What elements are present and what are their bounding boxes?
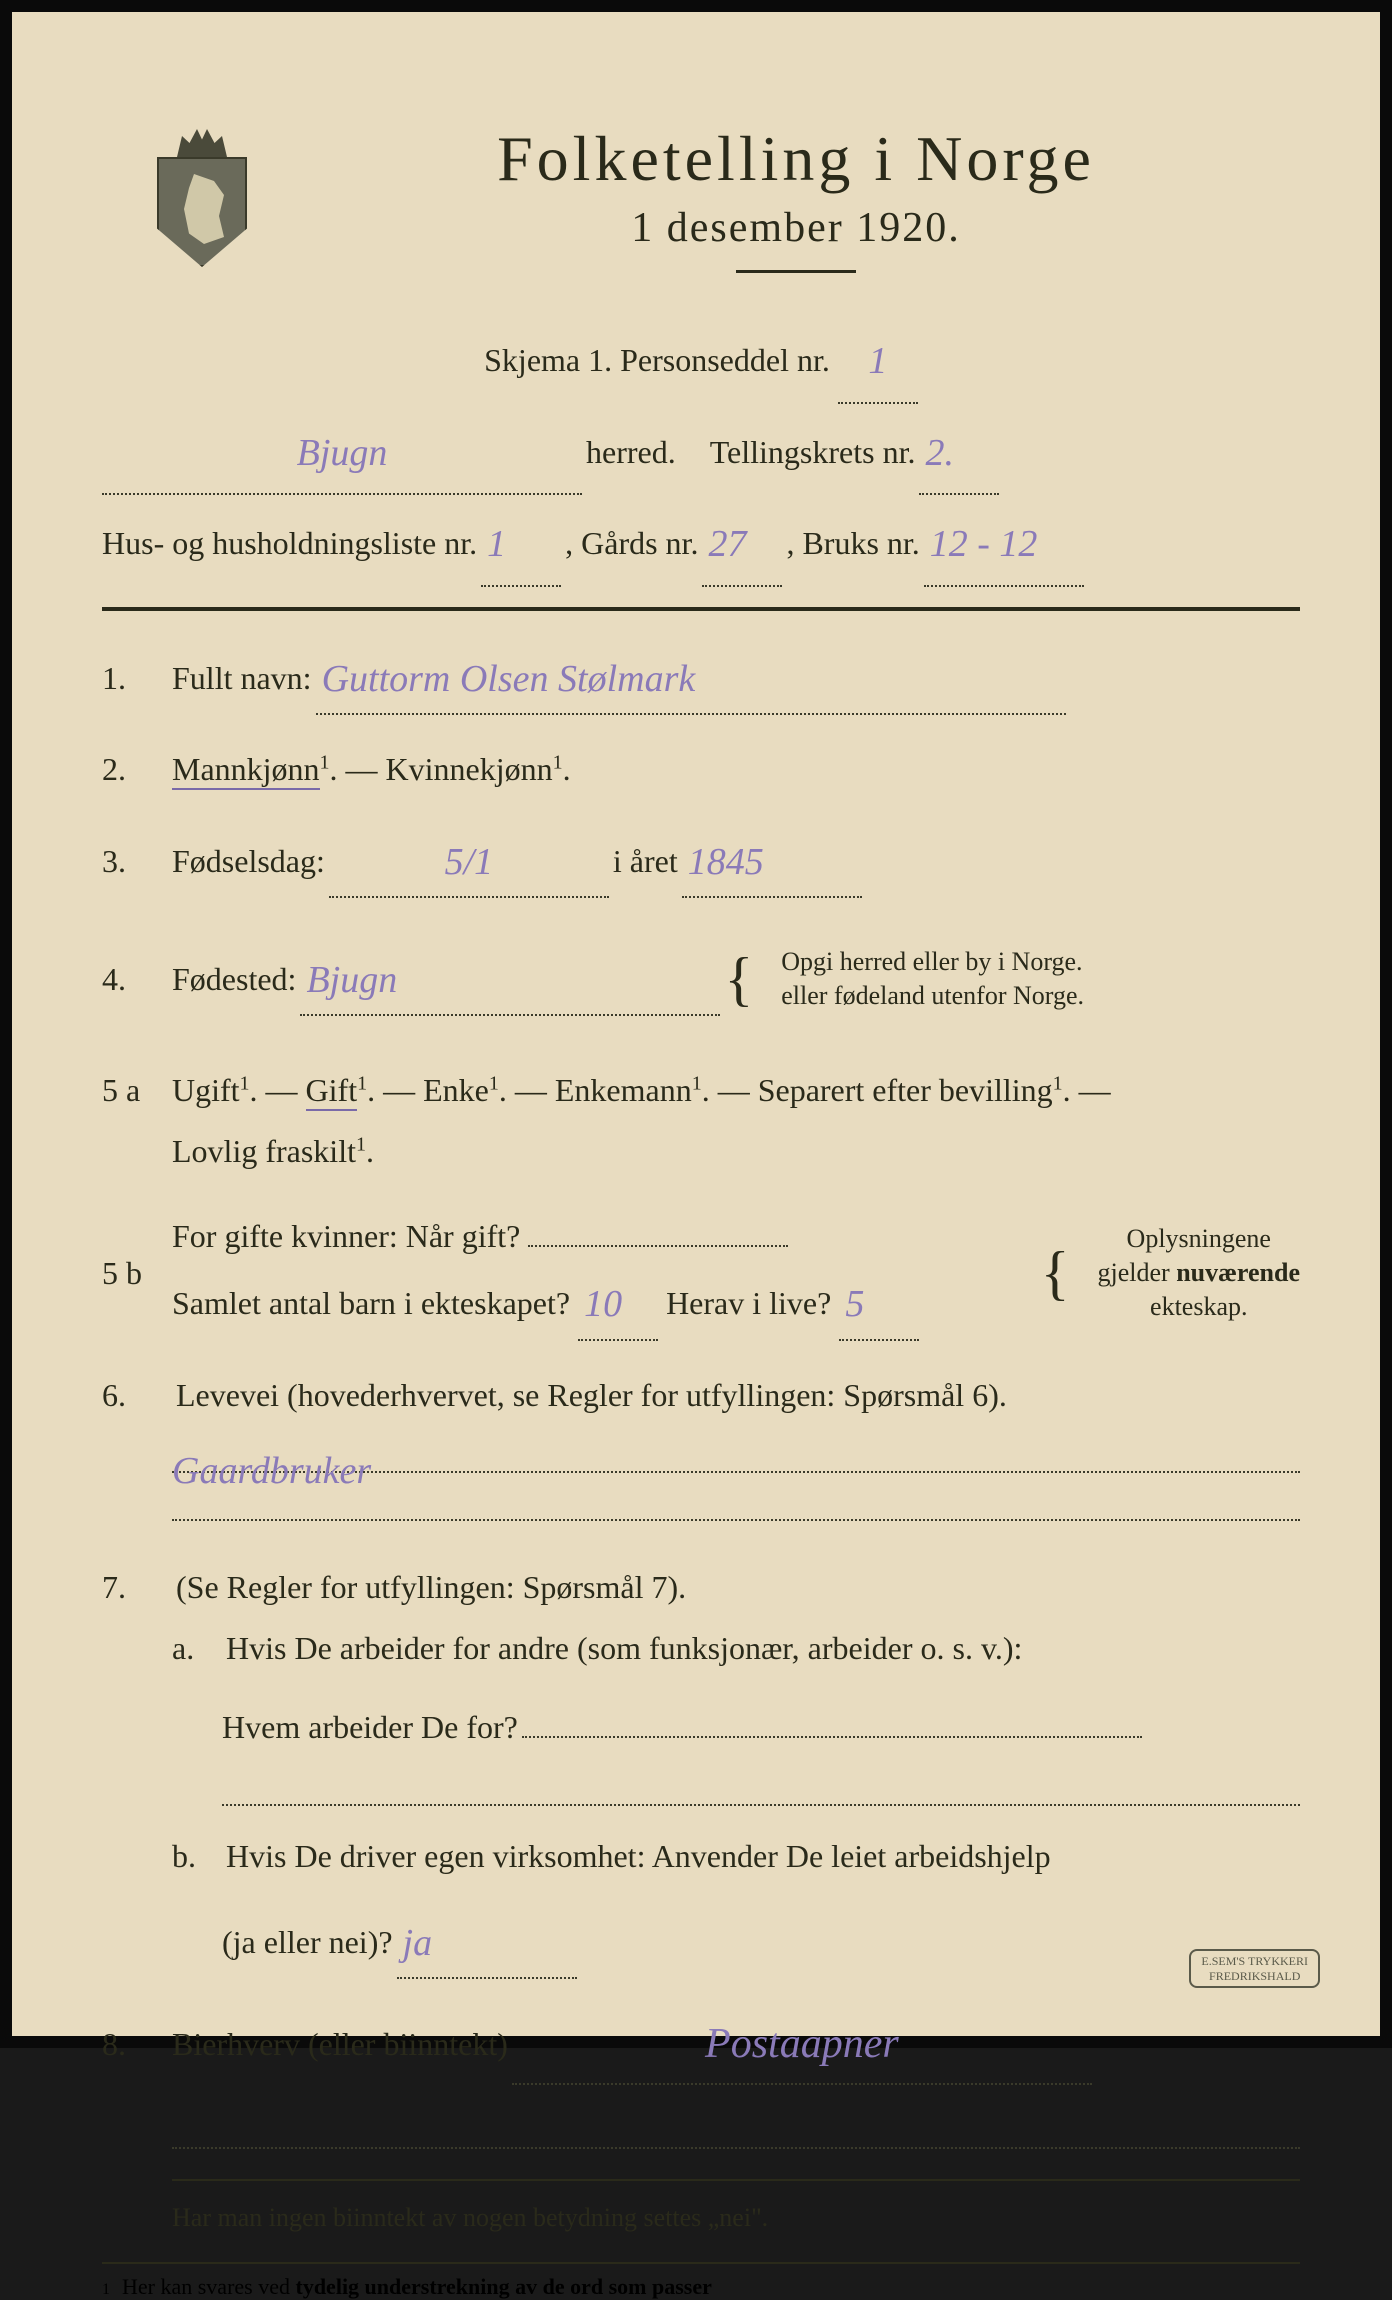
q3-year-label: i året bbox=[613, 831, 678, 892]
personseddel-nr: 1 bbox=[868, 340, 887, 382]
q4-value: Bjugn bbox=[306, 959, 397, 1001]
q6-num: 6. bbox=[102, 1365, 172, 1426]
q4-note2: eller fødeland utenfor Norge. bbox=[781, 981, 1084, 1010]
footer-note: Har man ingen biinntekt av nogen betydni… bbox=[172, 2179, 1300, 2242]
q5b-label2: Samlet antal barn i ekteskapet? bbox=[172, 1285, 570, 1321]
herred-line: Bjugn herred. Tellingskrets nr. 2. bbox=[102, 410, 1300, 496]
q6: 6. Levevei (hovederhvervet, se Regler fo… bbox=[102, 1365, 1300, 1522]
q5a-gift: Gift bbox=[306, 1072, 358, 1111]
q7b-value: ja bbox=[403, 1922, 433, 1964]
q5b-live: 5 bbox=[845, 1283, 864, 1325]
q2: 2. Mannkjønn1. — Kvinnekjønn1. bbox=[102, 739, 1300, 800]
stamp-line2: FREDRIKSHALD bbox=[1201, 1969, 1308, 1983]
gards-label: , Gårds nr. bbox=[565, 508, 698, 578]
meta-section: Skjema 1. Personseddel nr. 1 Bjugn herre… bbox=[102, 318, 1300, 587]
hus-label: Hus- og husholdningsliste nr. bbox=[102, 508, 477, 578]
q5b-note: { Oplysningene gjelder nuværende ekteska… bbox=[1041, 1216, 1300, 1330]
q8-label: Bierhverv (eller biinntekt) bbox=[172, 2014, 508, 2075]
q8-value: Postaapner bbox=[705, 2021, 899, 2067]
q4-note1: Opgi herred eller by i Norge. bbox=[781, 947, 1082, 976]
q7a: a. Hvis De arbeider for andre (som funks… bbox=[172, 1618, 1300, 1806]
q5a-enke: Enke bbox=[423, 1072, 489, 1108]
q7a-text2: Hvem arbeider De for? bbox=[222, 1697, 518, 1758]
hus-nr: 1 bbox=[487, 523, 506, 565]
q2-num: 2. bbox=[102, 739, 172, 800]
title-block: Folketelling i Norge 1 desember 1920. bbox=[292, 122, 1300, 308]
q3-day: 5/1 bbox=[445, 841, 494, 883]
skjema-line: Skjema 1. Personseddel nr. 1 bbox=[102, 318, 1300, 404]
bruks-nr: 12 - 12 bbox=[930, 523, 1038, 565]
q5a-fraskilt: Lovlig fraskilt bbox=[172, 1133, 356, 1169]
printer-stamp: E.SEM'S TRYKKERI FREDRIKSHALD bbox=[1189, 1949, 1320, 1988]
q5b: 5 b For gifte kvinner: Når gift? Samlet … bbox=[102, 1206, 1300, 1341]
q5a: 5 a Ugift1. — Gift1. — Enke1. — Enkemann… bbox=[102, 1060, 1300, 1182]
crown-icon bbox=[177, 122, 227, 157]
q4-num: 4. bbox=[102, 949, 172, 1010]
q4-label: Fødested: bbox=[172, 949, 296, 1010]
q5a-num: 5 a bbox=[102, 1060, 172, 1121]
q6-label: Levevei (hovederhvervet, se Regler for u… bbox=[176, 1365, 1007, 1426]
q4: 4. Fødested: Bjugn { Opgi herred eller b… bbox=[102, 922, 1300, 1036]
q5a-enkemann: Enkemann bbox=[555, 1072, 692, 1108]
hus-line: Hus- og husholdningsliste nr. 1 , Gårds … bbox=[102, 501, 1300, 587]
divider-main bbox=[102, 607, 1300, 611]
q5b-label3: Herav i live? bbox=[666, 1285, 831, 1321]
q5b-note2: gjelder nuværende bbox=[1098, 1258, 1300, 1287]
q1: 1. Fullt navn: Guttorm Olsen Stølmark bbox=[102, 641, 1300, 715]
shield-icon bbox=[157, 157, 247, 267]
header: Folketelling i Norge 1 desember 1920. bbox=[102, 122, 1300, 308]
q5b-note3: ekteskap. bbox=[1150, 1292, 1247, 1321]
q7a-label: a. bbox=[172, 1618, 222, 1679]
census-form-page: Folketelling i Norge 1 desember 1920. Sk… bbox=[0, 0, 1392, 2048]
q7a-line2 bbox=[222, 1766, 1300, 1806]
q5b-label1: For gifte kvinner: Når gift? bbox=[172, 1218, 520, 1254]
q5b-barn: 10 bbox=[584, 1283, 622, 1325]
q7: 7. (Se Regler for utfyllingen: Spørsmål … bbox=[102, 1557, 1300, 1978]
q7-num: 7. bbox=[102, 1557, 172, 1618]
q7b-label: b. bbox=[172, 1826, 222, 1887]
q1-num: 1. bbox=[102, 648, 172, 709]
footer-text: Har man ingen biinntekt av nogen betydni… bbox=[172, 2203, 768, 2232]
q2-kvinne: Kvinnekjønn bbox=[386, 751, 553, 787]
q5a-ugift: Ugift bbox=[172, 1072, 240, 1108]
q3-label: Fødselsdag: bbox=[172, 831, 325, 892]
herred-label: herred. bbox=[586, 417, 676, 487]
main-title: Folketelling i Norge bbox=[292, 122, 1300, 196]
herred-value: Bjugn bbox=[297, 432, 388, 474]
q3-num: 3. bbox=[102, 831, 172, 892]
q8-num: 8. bbox=[102, 2014, 172, 2075]
q8-line2 bbox=[172, 2109, 1300, 2149]
q5b-note1: Oplysningene bbox=[1127, 1224, 1271, 1253]
footnote-num: 1 bbox=[102, 2281, 110, 2299]
q2-mann: Mannkjønn bbox=[172, 751, 320, 790]
q7b: b. Hvis De driver egen virksomhet: Anven… bbox=[172, 1826, 1300, 1979]
gards-nr: 27 bbox=[708, 523, 746, 565]
title-divider bbox=[736, 270, 856, 273]
q6-value: Gaardbruker bbox=[172, 1450, 371, 1492]
footnote-text: Her kan svares ved tydelig understreknin… bbox=[122, 2274, 712, 2300]
footnote: 1 Her kan svares ved tydelig understrekn… bbox=[102, 2262, 1300, 2300]
q7b-text2: (ja eller nei)? bbox=[222, 1912, 393, 1973]
q1-label: Fullt navn: bbox=[172, 648, 312, 709]
q6-line1: Gaardbruker bbox=[172, 1433, 1300, 1473]
skjema-label: Skjema 1. Personseddel nr. bbox=[484, 342, 830, 378]
tellingskrets-nr: 2. bbox=[925, 432, 954, 474]
q3: 3. Fødselsdag: 5/1 i året 1845 bbox=[102, 824, 1300, 898]
q8: 8. Bierhverv (eller biinntekt) Postaapne… bbox=[102, 2003, 1300, 2085]
q7b-text1: Hvis De driver egen virksomhet: Anvender… bbox=[226, 1826, 1051, 1887]
bruks-label: , Bruks nr. bbox=[786, 508, 919, 578]
stamp-line1: E.SEM'S TRYKKERI bbox=[1201, 1954, 1308, 1968]
coat-of-arms-icon bbox=[142, 122, 262, 282]
q4-note: { Opgi herred eller by i Norge. eller fø… bbox=[724, 922, 1084, 1036]
subtitle: 1 desember 1920. bbox=[292, 204, 1300, 252]
q7a-text1: Hvis De arbeider for andre (som funksjon… bbox=[226, 1618, 1022, 1679]
questions: 1. Fullt navn: Guttorm Olsen Stølmark 2.… bbox=[102, 641, 1300, 2242]
q5a-separert: Separert efter bevilling bbox=[758, 1072, 1053, 1108]
lion-icon bbox=[179, 174, 229, 244]
q1-value: Guttorm Olsen Stølmark bbox=[322, 658, 696, 700]
q3-year: 1845 bbox=[688, 841, 764, 883]
q7-label: (Se Regler for utfyllingen: Spørsmål 7). bbox=[176, 1557, 686, 1618]
q5b-num: 5 b bbox=[102, 1243, 172, 1304]
tellingskrets-label: Tellingskrets nr. bbox=[710, 417, 916, 487]
